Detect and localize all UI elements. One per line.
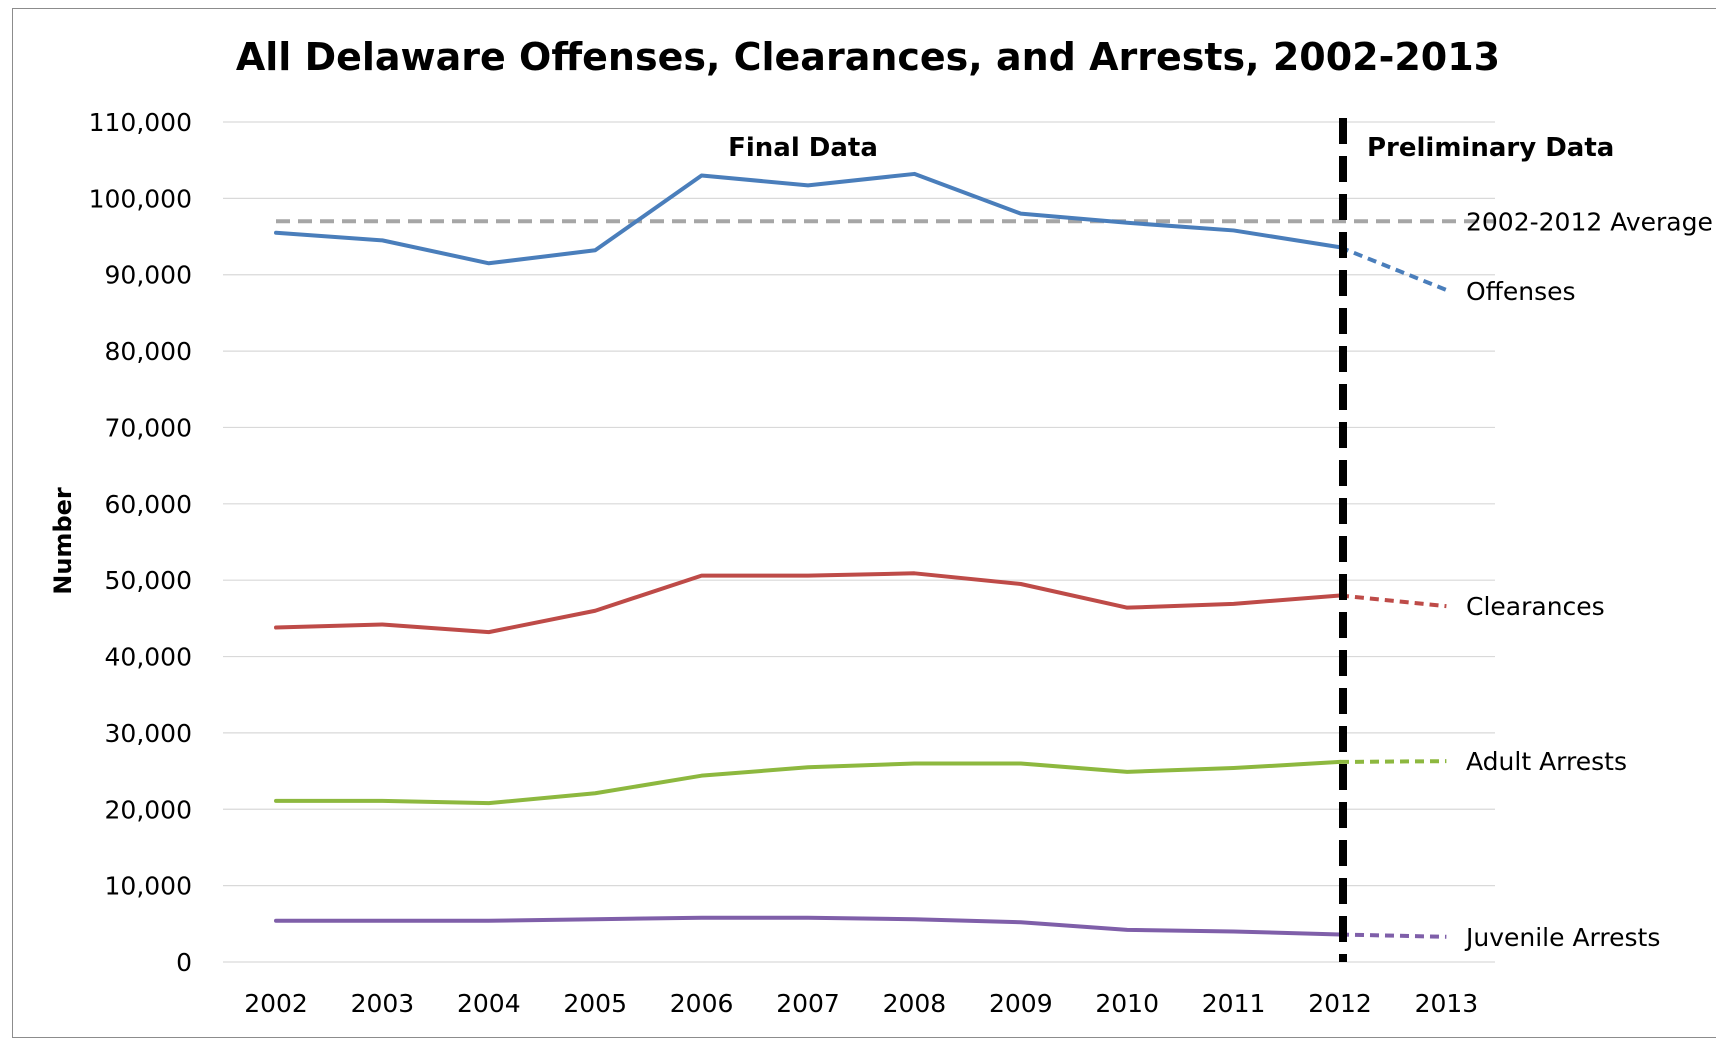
- y-tick-labels: 0 10,000 20,000 30,000 40,000 50,000 60,000 70,…: [89, 108, 192, 977]
- x-tick-labels: 2002 2003 2004 2005 2006 2007 2008 2009 2010 2011…: [244, 989, 1478, 1018]
- y-tick-label: 110,000: [89, 108, 192, 137]
- y-tick-label: 30,000: [105, 719, 192, 748]
- x-tick-label: 2004: [457, 989, 521, 1018]
- y-tick-label: 20,000: [105, 795, 192, 824]
- y-tick-label: 90,000: [105, 261, 192, 290]
- series-line-final: [274, 759, 1342, 806]
- series-line-final: [274, 171, 1342, 266]
- series-line-preliminary: [1339, 759, 1447, 764]
- series-line-preliminary: [1339, 932, 1447, 939]
- series-line-final: [274, 915, 1342, 937]
- series-label: Adult Arrests: [1466, 747, 1627, 776]
- series-line-preliminary: [1339, 245, 1448, 292]
- x-tick-label: 2006: [670, 989, 734, 1018]
- series-label: Clearances: [1466, 592, 1605, 621]
- series-label: Offenses: [1466, 277, 1576, 306]
- y-tick-label: 60,000: [105, 490, 192, 519]
- x-tick-label: 2008: [883, 989, 947, 1018]
- top-edge-mask: [0, 0, 1716, 6]
- gridlines: [223, 121, 1495, 963]
- preliminary-data-label: Preliminary Data: [1367, 133, 1614, 163]
- series-labels: 2002-2012 Average Offenses Clearances Adult…: [1464, 207, 1713, 952]
- y-axis-label: Number: [49, 487, 77, 595]
- final-data-label: Final Data: [728, 133, 878, 163]
- y-tick-label: 80,000: [105, 337, 192, 366]
- x-tick-label: 2003: [351, 989, 415, 1018]
- y-tick-label: 40,000: [105, 643, 192, 672]
- x-tick-label: 2002: [244, 989, 308, 1018]
- x-tick-label: 2012: [1308, 989, 1372, 1018]
- y-tick-label: 100,000: [89, 184, 192, 213]
- y-tick-label: 0: [176, 948, 192, 977]
- series-line-final: [274, 571, 1342, 635]
- x-tick-label: 2009: [989, 989, 1053, 1018]
- y-tick-label: 50,000: [105, 566, 192, 595]
- series-label: 2002-2012 Average: [1466, 207, 1713, 236]
- series-lines: [274, 171, 1448, 939]
- x-tick-label: 2005: [563, 989, 627, 1018]
- series-line-preliminary: [1339, 593, 1447, 609]
- x-tick-label: 2010: [1095, 989, 1159, 1018]
- y-tick-label: 70,000: [105, 413, 192, 442]
- series-label: Juvenile Arrests: [1464, 923, 1660, 952]
- chart-title: All Delaware Offenses, Clearances, and A…: [236, 35, 1500, 79]
- x-tick-label: 2011: [1202, 989, 1266, 1018]
- y-tick-label: 10,000: [105, 872, 192, 901]
- x-tick-label: 2013: [1415, 989, 1479, 1018]
- x-tick-label: 2007: [776, 989, 840, 1018]
